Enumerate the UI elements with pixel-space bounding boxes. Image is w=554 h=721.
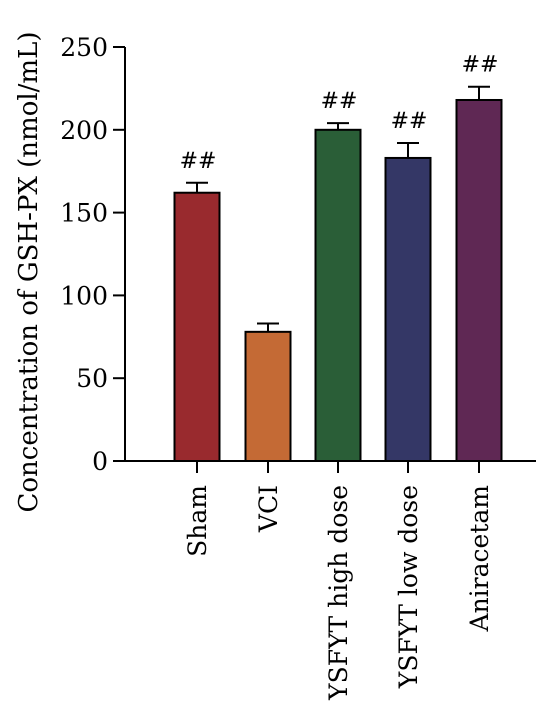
bar-aniracetam — [455, 98, 503, 462]
y-tick-label: 150 — [60, 199, 108, 228]
significance-marker: ## — [391, 109, 428, 134]
x-tick-label: Aniracetam — [465, 485, 494, 633]
bar-ysfyt-low-dose — [384, 156, 432, 462]
y-tick-label: 50 — [76, 364, 108, 393]
x-tick-label: YSFYT low dose — [394, 485, 423, 689]
significance-marker: ## — [321, 89, 358, 114]
y-tick-label: 250 — [60, 33, 108, 62]
x-tick-label: YSFYT high dose — [324, 485, 353, 701]
x-tick-label: VCI — [254, 485, 283, 533]
y-axis: 0 50 100 150 200 250 — [60, 33, 126, 476]
y-tick-label: 100 — [60, 281, 108, 310]
y-tick-label: 0 — [92, 447, 108, 476]
significance-marker: ## — [180, 149, 217, 174]
bars: ## ## ## ## — [173, 53, 503, 463]
bar-ysfyt-high-dose — [314, 128, 362, 463]
y-axis-label: Concentration of GSH-PX (nmol/mL) — [14, 32, 44, 513]
bar-sham — [173, 191, 221, 462]
bar-vci — [244, 330, 292, 462]
x-axis: Sham VCI YSFYT high dose YSFYT low dose Anir… — [125, 460, 536, 701]
y-tick-label: 200 — [60, 116, 108, 145]
significance-marker: ## — [462, 53, 499, 78]
x-tick-label: Sham — [183, 485, 212, 557]
